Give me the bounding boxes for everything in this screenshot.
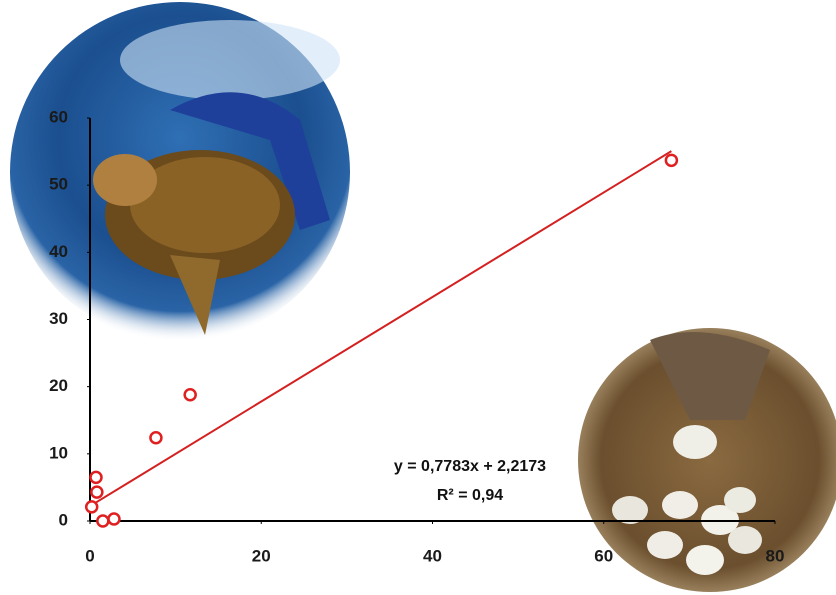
y-tick-label: 50 (49, 175, 68, 194)
point (90, 485, 104, 499)
y-tick-label: 20 (49, 376, 68, 395)
y-tick-label: 40 (49, 242, 68, 261)
point (89, 470, 103, 485)
trendline (91, 150, 672, 506)
point (107, 512, 121, 526)
x-tick-label: 40 (423, 546, 442, 565)
y-tick-label: 0 (59, 510, 68, 529)
point (84, 500, 99, 514)
point (664, 153, 679, 168)
y-tick-label: 30 (49, 309, 68, 328)
trend-r2: R² = 0,94 (437, 487, 503, 504)
point (149, 430, 163, 445)
eggs-photo (578, 328, 836, 592)
point (183, 387, 197, 402)
x-tick-label: 20 (252, 546, 271, 565)
x-tick-label: 0 (85, 546, 94, 565)
x-tick-label: 60 (594, 546, 613, 565)
y-tick-label: 10 (49, 443, 68, 462)
point (96, 514, 110, 528)
trend-equation: y = 0,7783x + 2,2173 (394, 458, 546, 475)
y-tick-label: 60 (49, 107, 68, 126)
x-tick-label: 80 (766, 546, 785, 565)
turtle-photo (10, 2, 350, 342)
